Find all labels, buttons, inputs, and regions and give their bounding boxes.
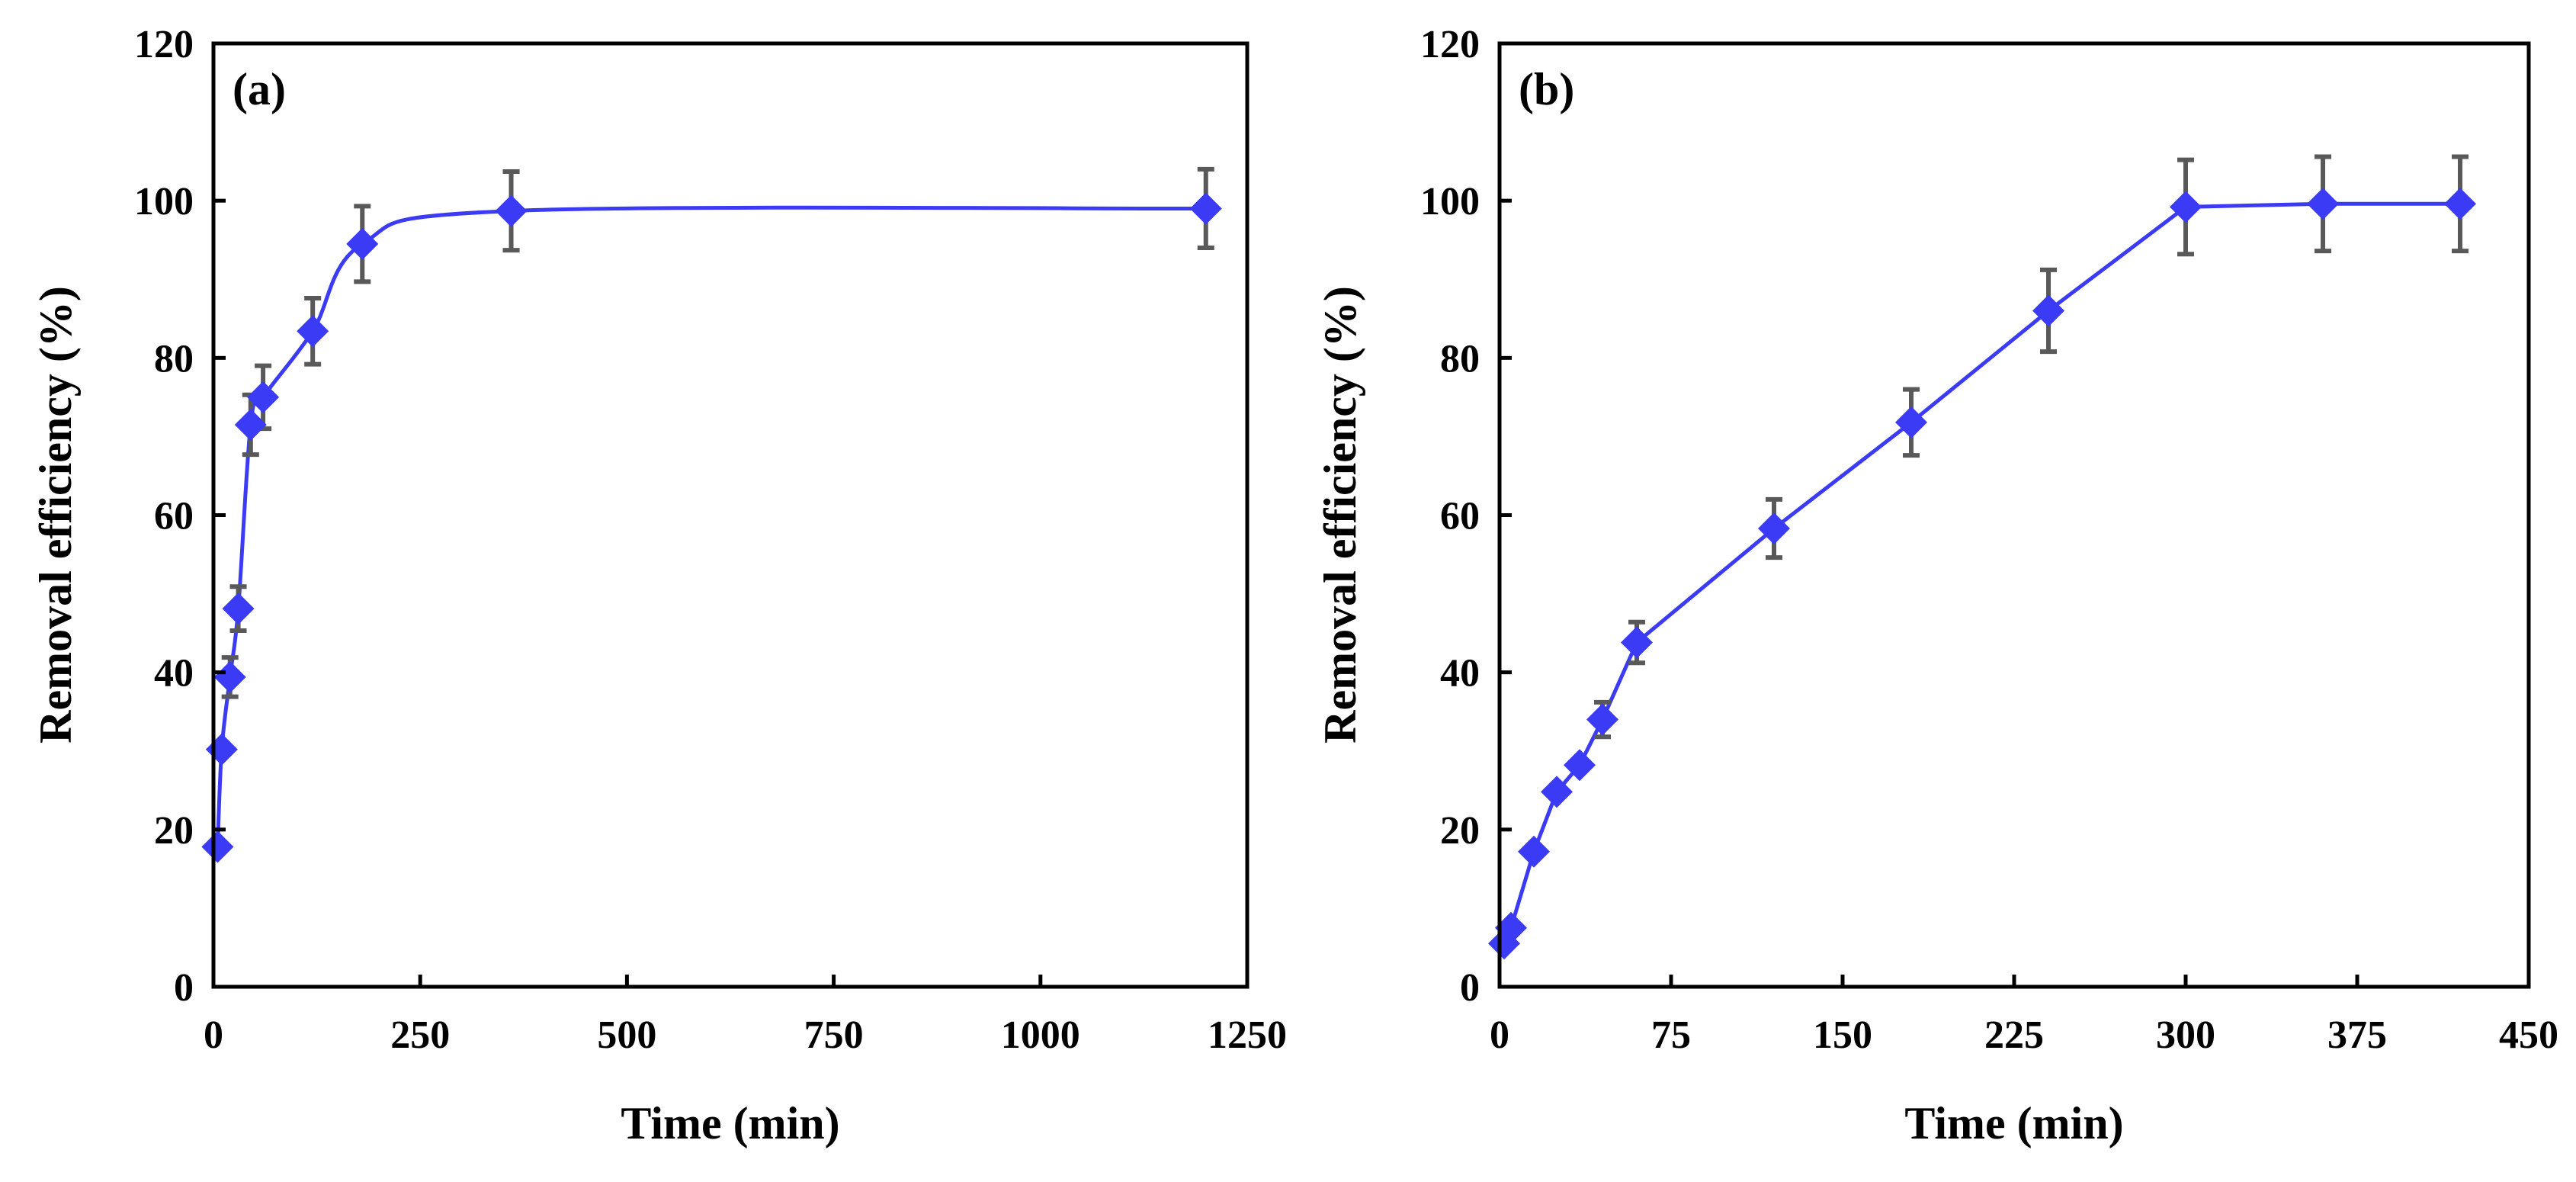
y-tick-label: 120 <box>1420 23 1480 66</box>
y-tick-label: 60 <box>1440 495 1480 538</box>
x-tick-label: 225 <box>1984 1013 2044 1057</box>
x-tick-label: 0 <box>204 1013 223 1057</box>
series-line <box>1502 201 2460 945</box>
x-tick-label: 300 <box>2156 1013 2215 1057</box>
data-point-marker <box>297 315 329 348</box>
data-point-marker <box>1518 835 1550 868</box>
axis-ticks: 0 20 40 60 80 100 120 0 250 500 750 1000 1250 <box>134 23 1287 1057</box>
y-tick-label: 40 <box>1440 652 1480 695</box>
panel-label: (b) <box>1519 64 1574 114</box>
y-tick-label: 120 <box>134 23 194 66</box>
series-line <box>215 205 1206 847</box>
y-tick-label: 80 <box>1440 337 1480 381</box>
plot-area-frame <box>211 41 1250 989</box>
x-tick-label: 450 <box>2499 1013 2558 1057</box>
x-tick-label: 375 <box>2327 1013 2387 1057</box>
data-point-marker <box>495 194 528 227</box>
data-point-marker <box>1586 703 1618 736</box>
data-point-marker <box>234 408 267 441</box>
chart-panel-b: 0 20 40 60 80 100 120 0 75 150 225 300 375 450 (b) Ti… <box>1315 23 2558 1148</box>
y-axis-title: Removal efficiency (%) <box>1315 286 1365 744</box>
data-point-marker <box>1895 406 1927 438</box>
x-tick-label: 500 <box>597 1013 656 1057</box>
plot-area-frame <box>1497 41 2531 989</box>
data-point-marker <box>2307 188 2339 220</box>
x-tick-label: 0 <box>1490 1013 1509 1057</box>
x-tick-label: 1000 <box>1001 1013 1080 1057</box>
data-point-marker <box>213 660 246 693</box>
y-axis-title: Removal efficiency (%) <box>30 286 81 744</box>
data-point-marker <box>1541 776 1573 808</box>
data-point-marker <box>222 593 255 625</box>
x-axis-title: Time (min) <box>621 1098 839 1148</box>
y-tick-label: 100 <box>134 180 194 223</box>
x-tick-label: 150 <box>1813 1013 1872 1057</box>
y-tick-label: 100 <box>1420 180 1480 223</box>
y-tick-label: 40 <box>154 652 194 695</box>
data-point-marker <box>1621 626 1653 659</box>
data-point-marker <box>1189 192 1222 225</box>
x-tick-label: 75 <box>1651 1013 1691 1057</box>
data-point-marker <box>1564 749 1596 782</box>
y-tick-label: 80 <box>154 337 194 381</box>
x-tick-label: 750 <box>804 1013 864 1057</box>
data-point-marker <box>2444 188 2476 220</box>
y-tick-label: 60 <box>154 495 194 538</box>
series-layer <box>1488 154 2476 960</box>
data-point-marker <box>1758 512 1790 545</box>
data-point-marker <box>247 381 280 413</box>
data-point-marker <box>205 733 238 766</box>
data-point-marker <box>2170 191 2202 223</box>
x-tick-label: 250 <box>390 1013 450 1057</box>
y-tick-label: 20 <box>1440 809 1480 853</box>
data-point-marker <box>346 227 379 260</box>
panel-label: (a) <box>233 64 286 114</box>
data-point-marker <box>2032 294 2064 327</box>
y-tick-label: 0 <box>174 966 194 1010</box>
y-tick-label: 0 <box>1460 966 1480 1010</box>
y-tick-label: 20 <box>154 809 194 853</box>
series-layer <box>201 166 1222 863</box>
axis-ticks: 0 20 40 60 80 100 120 0 75 150 225 300 375 450 <box>1420 23 2558 1057</box>
data-point-marker <box>1495 911 1527 944</box>
x-axis-title: Time (min) <box>1904 1098 2123 1148</box>
chart-panel-a: 0 20 40 60 80 100 120 0 250 500 750 1000 1250 (a) Ti… <box>30 23 1287 1148</box>
x-tick-label: 1250 <box>1208 1013 1287 1057</box>
data-point-marker <box>201 830 234 863</box>
